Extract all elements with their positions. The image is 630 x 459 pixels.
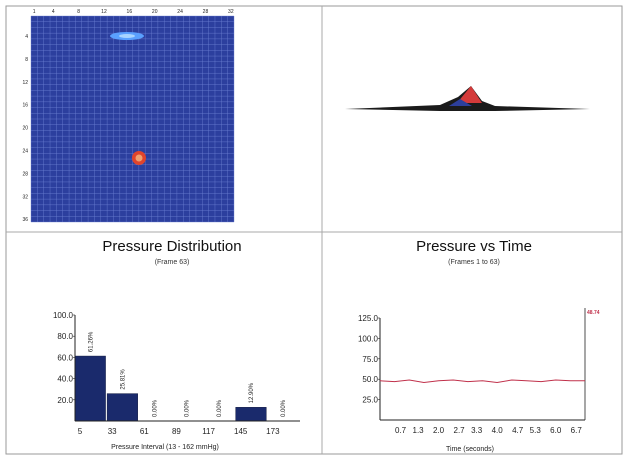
x-axis-label: Time (seconds) xyxy=(446,446,494,453)
pressure-hotspot-center-core xyxy=(135,154,143,162)
chart-subtitle: (Frames 1 to 63) xyxy=(448,259,500,266)
y-tick-label: 125.0 xyxy=(358,314,379,323)
heatmap-column-tick: 4 xyxy=(52,9,55,15)
x-tick-label: 3.3 xyxy=(471,426,483,435)
x-tick-label: 89 xyxy=(172,427,181,436)
heatmap-row-tick: 36 xyxy=(22,217,28,223)
bar-data-label: 61.26% xyxy=(88,331,94,352)
pressure-hotspot-top-core xyxy=(119,34,135,38)
x-tick-label: 33 xyxy=(108,427,117,436)
bar xyxy=(235,407,267,422)
heatmap-row-tick: 4 xyxy=(25,34,28,40)
x-tick-label: 117 xyxy=(202,427,215,436)
heatmap-row-tick: 24 xyxy=(22,148,28,154)
bar-data-label: 0.00% xyxy=(185,399,191,417)
heatmap-row-tick: 16 xyxy=(22,103,28,109)
y-tick-label: 25.0 xyxy=(362,396,378,405)
bar-data-label: 25.81% xyxy=(120,369,126,390)
bar-data-label: 0.00% xyxy=(281,399,287,417)
heatmap-row-tick: 28 xyxy=(22,171,28,177)
heatmap-column-tick: 28 xyxy=(203,9,209,15)
heatmap-row-tick: 20 xyxy=(22,126,28,132)
pressure-vs-time-chart: Pressure vs Time (Frames 1 to 63) 125.0 1… xyxy=(358,238,600,453)
y-tick-label: 100.0 xyxy=(53,311,74,320)
heatmap-row-tick: 12 xyxy=(22,80,28,86)
pressure-heatmap[interactable]: 1 4 8 12 16 20 24 28 32 4 8 12 16 20 24 28 32 36 xyxy=(22,9,235,223)
bar-data-label: 0.00% xyxy=(153,399,159,417)
x-tick-label: 4.7 xyxy=(512,426,524,435)
x-tick-label: 145 xyxy=(234,427,248,436)
x-tick-label: 2.7 xyxy=(454,426,466,435)
y-tick-label: 100.0 xyxy=(358,334,379,343)
x-axis-label: Pressure Interval (13 - 162 mmHg) xyxy=(111,444,219,451)
bars xyxy=(74,355,267,422)
chart-title: Pressure vs Time xyxy=(416,238,532,255)
pressure-3d-profile xyxy=(345,86,590,111)
y-tick-label: 75.0 xyxy=(362,355,378,364)
heatmap-row-tick: 8 xyxy=(25,57,28,63)
heatmap-column-tick: 1 xyxy=(33,9,36,15)
heatmap-column-tick: 16 xyxy=(127,9,133,15)
x-axis-ticks: 5 33 61 89 117 145 173 xyxy=(78,427,280,436)
x-tick-label: 5 xyxy=(78,427,83,436)
x-tick-label: 0.7 xyxy=(395,426,407,435)
x-tick-label: 5.3 xyxy=(530,426,542,435)
heatmap-row-tick: 32 xyxy=(22,194,28,200)
x-tick-label: 1.3 xyxy=(413,426,425,435)
y-tick-label: 60.0 xyxy=(57,353,73,362)
chart-subtitle: (Frame 63) xyxy=(155,259,190,266)
y-tick-label: 50.0 xyxy=(362,375,378,384)
pressure-series-line xyxy=(379,379,585,384)
current-value-label: 48.74 xyxy=(587,310,600,316)
heatmap-column-tick: 8 xyxy=(77,9,80,15)
bar-data-labels: 61.26% 25.81% 0.00% 0.00% 0.00% 12.90% 0.00% xyxy=(88,331,287,417)
bar xyxy=(74,355,106,422)
x-tick-label: 61 xyxy=(140,427,149,436)
x-tick-label: 173 xyxy=(266,427,280,436)
heatmap-column-tick: 20 xyxy=(152,9,158,15)
profile-mound xyxy=(449,99,472,106)
heatmap-column-tick: 32 xyxy=(228,9,234,15)
bar-data-label: 0.00% xyxy=(217,399,223,417)
profile-peak xyxy=(457,86,482,103)
y-tick-label: 80.0 xyxy=(57,332,73,341)
heatmap-column-tick: 24 xyxy=(177,9,183,15)
y-tick-label: 20.0 xyxy=(57,396,73,405)
pressure-distribution-chart: Pressure Distribution (Frame 63) 100.0 80… xyxy=(53,238,300,451)
heatmap-column-tick: 12 xyxy=(101,9,107,15)
x-tick-label: 4.0 xyxy=(492,426,504,435)
x-tick-label: 6.0 xyxy=(550,426,562,435)
chart-title: Pressure Distribution xyxy=(102,238,241,255)
x-tick-label: 6.7 xyxy=(571,426,583,435)
heatmap-row-ticks: 4 8 12 16 20 24 28 32 36 xyxy=(22,34,28,223)
x-tick-label: 2.0 xyxy=(433,426,445,435)
bar xyxy=(106,393,138,422)
bar-data-label: 12.90% xyxy=(249,382,255,403)
x-axis-ticks: 0.7 1.3 2.0 2.7 3.3 4.0 4.7 5.3 6.0 6.7 xyxy=(395,426,582,435)
heatmap-column-ticks: 1 4 8 12 16 20 24 28 32 xyxy=(33,9,234,15)
y-tick-label: 40.0 xyxy=(57,375,73,384)
